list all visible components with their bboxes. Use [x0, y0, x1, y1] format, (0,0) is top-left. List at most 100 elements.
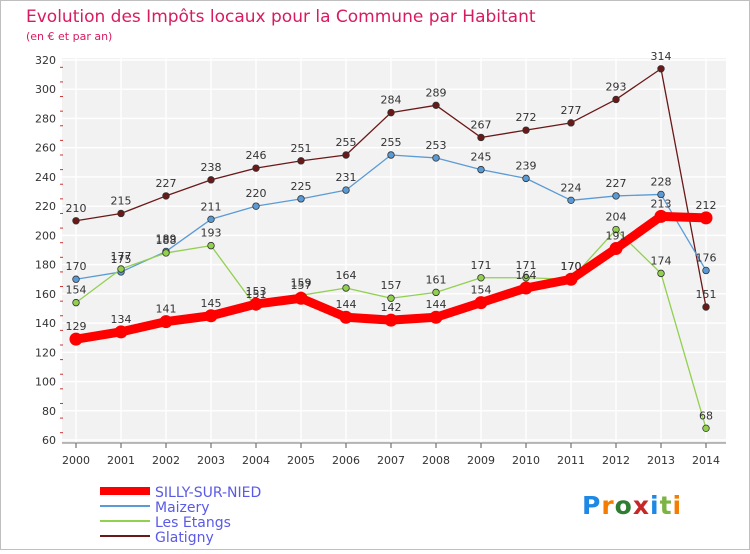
data-point-les-etangs [342, 284, 350, 292]
y-tick-label: 80 [42, 405, 56, 418]
data-label-maizery: 231 [336, 171, 357, 184]
data-point-les-etangs [522, 274, 530, 282]
data-label-maizery: 239 [516, 159, 537, 172]
data-point-glatigny [522, 126, 530, 134]
chart-subtitle: (en € et par an) [26, 30, 112, 43]
data-label-les-etangs: 174 [651, 254, 672, 267]
data-label-silly-sur-nied: 164 [516, 269, 537, 282]
data-point-maizery [522, 174, 530, 183]
data-label-glatigny: 251 [291, 142, 312, 155]
data-point-silly-sur-nied [609, 242, 623, 256]
logo-letter-r: r [601, 491, 614, 520]
data-label-maizery: 245 [471, 151, 492, 164]
data-label-glatigny: 210 [66, 202, 87, 215]
data-point-les-etangs [72, 298, 80, 307]
legend-item-maizery: Maizery [100, 500, 210, 516]
data-label-silly-sur-nied: 144 [336, 298, 357, 311]
data-point-silly-sur-nied [114, 325, 128, 339]
legend-item-les-etangs: Les Etangs [100, 515, 231, 531]
data-point-silly-sur-nied [654, 209, 668, 223]
y-tick-label: 140 [35, 317, 56, 330]
data-label-maizery: 220 [246, 187, 267, 200]
data-point-maizery [387, 151, 395, 159]
data-label-les-etangs: 159 [291, 276, 312, 289]
data-label-les-etangs: 154 [66, 284, 87, 297]
data-label-silly-sur-nied: 213 [651, 197, 672, 210]
x-tick-label: 2005 [287, 454, 315, 467]
data-label-silly-sur-nied: 144 [426, 298, 447, 311]
data-label-maizery: 253 [426, 139, 447, 152]
data-label-silly-sur-nied: 141 [156, 303, 177, 316]
x-tick-label: 2009 [467, 454, 495, 467]
data-point-silly-sur-nied [69, 332, 83, 346]
data-point-glatigny [702, 303, 710, 311]
data-point-silly-sur-nied [429, 310, 443, 324]
data-label-layer: 210 215 227 238 246 251 255 284 289 267 272 277 293 3… [66, 50, 717, 423]
data-point-glatigny [117, 209, 125, 218]
data-point-glatigny [612, 95, 620, 104]
logo-letter-x: x [633, 491, 650, 520]
data-point-maizery [612, 192, 620, 200]
data-label-silly-sur-nied: 154 [471, 284, 492, 297]
data-label-glatigny: 151 [696, 288, 717, 301]
data-label-les-etangs: 188 [156, 234, 177, 247]
data-point-glatigny [432, 101, 440, 110]
chart-title: Evolution des Impôts locaux pour la Comm… [26, 7, 536, 27]
data-point-maizery [657, 190, 665, 199]
data-label-glatigny: 314 [651, 50, 672, 63]
data-label-glatigny: 267 [471, 118, 492, 131]
data-label-silly-sur-nied: 191 [606, 230, 627, 243]
x-tick-label: 2007 [377, 454, 405, 467]
legend-label: Maizery [155, 500, 210, 516]
x-tick-label: 2002 [152, 454, 180, 467]
data-point-les-etangs [477, 274, 485, 282]
data-label-les-etangs: 164 [336, 269, 357, 282]
data-point-glatigny [387, 108, 395, 117]
data-point-silly-sur-nied [474, 296, 488, 310]
axis-layer: 60 80 100 120 140 160 180 200 220 240 260 280 300 320… [35, 54, 726, 467]
grid-layer [62, 58, 726, 443]
data-point-silly-sur-nied [384, 313, 398, 327]
data-point-glatigny [297, 157, 305, 165]
data-point-maizery [72, 275, 80, 283]
data-label-glatigny: 255 [336, 136, 357, 149]
data-point-les-etangs [702, 424, 710, 433]
legend-item-glatigny: Glatigny [100, 530, 214, 546]
logo-letter-i2: i [673, 491, 683, 520]
x-tick-label: 2003 [197, 454, 225, 467]
logo-letter-i: i [650, 491, 660, 520]
data-label-les-etangs: 157 [381, 279, 402, 292]
x-tick-label: 2004 [242, 454, 270, 467]
data-label-glatigny: 215 [111, 194, 132, 207]
data-point-maizery [702, 266, 710, 275]
series-layer [69, 65, 713, 433]
data-label-les-etangs: 161 [426, 273, 447, 286]
logo-letter-p: P [582, 491, 601, 520]
y-tick-label: 180 [35, 259, 56, 272]
y-tick-label: 60 [42, 434, 56, 447]
data-point-les-etangs [387, 294, 395, 302]
series-silly-sur-nied [69, 209, 713, 346]
y-tick-label: 240 [35, 171, 56, 184]
data-point-silly-sur-nied [204, 309, 218, 323]
data-label-glatigny: 272 [516, 111, 537, 124]
data-label-silly-sur-nied: 134 [111, 313, 132, 326]
data-label-silly-sur-nied: 212 [696, 199, 717, 212]
data-label-maizery: 176 [696, 251, 717, 264]
y-tick-label: 320 [35, 54, 56, 67]
data-point-maizery [342, 186, 350, 194]
data-point-silly-sur-nied [294, 291, 308, 305]
y-tick-label: 220 [35, 200, 56, 213]
data-point-silly-sur-nied [159, 315, 173, 329]
y-tick-label: 280 [35, 112, 56, 125]
data-label-maizery: 175 [111, 253, 132, 266]
data-point-les-etangs [162, 249, 170, 257]
x-tick-label: 2011 [557, 454, 585, 467]
data-label-silly-sur-nied: 129 [66, 320, 87, 333]
data-point-les-etangs [432, 288, 440, 297]
data-label-les-etangs: 151 [246, 288, 267, 301]
y-tick-label: 160 [35, 288, 56, 301]
data-label-glatigny: 284 [381, 94, 402, 107]
